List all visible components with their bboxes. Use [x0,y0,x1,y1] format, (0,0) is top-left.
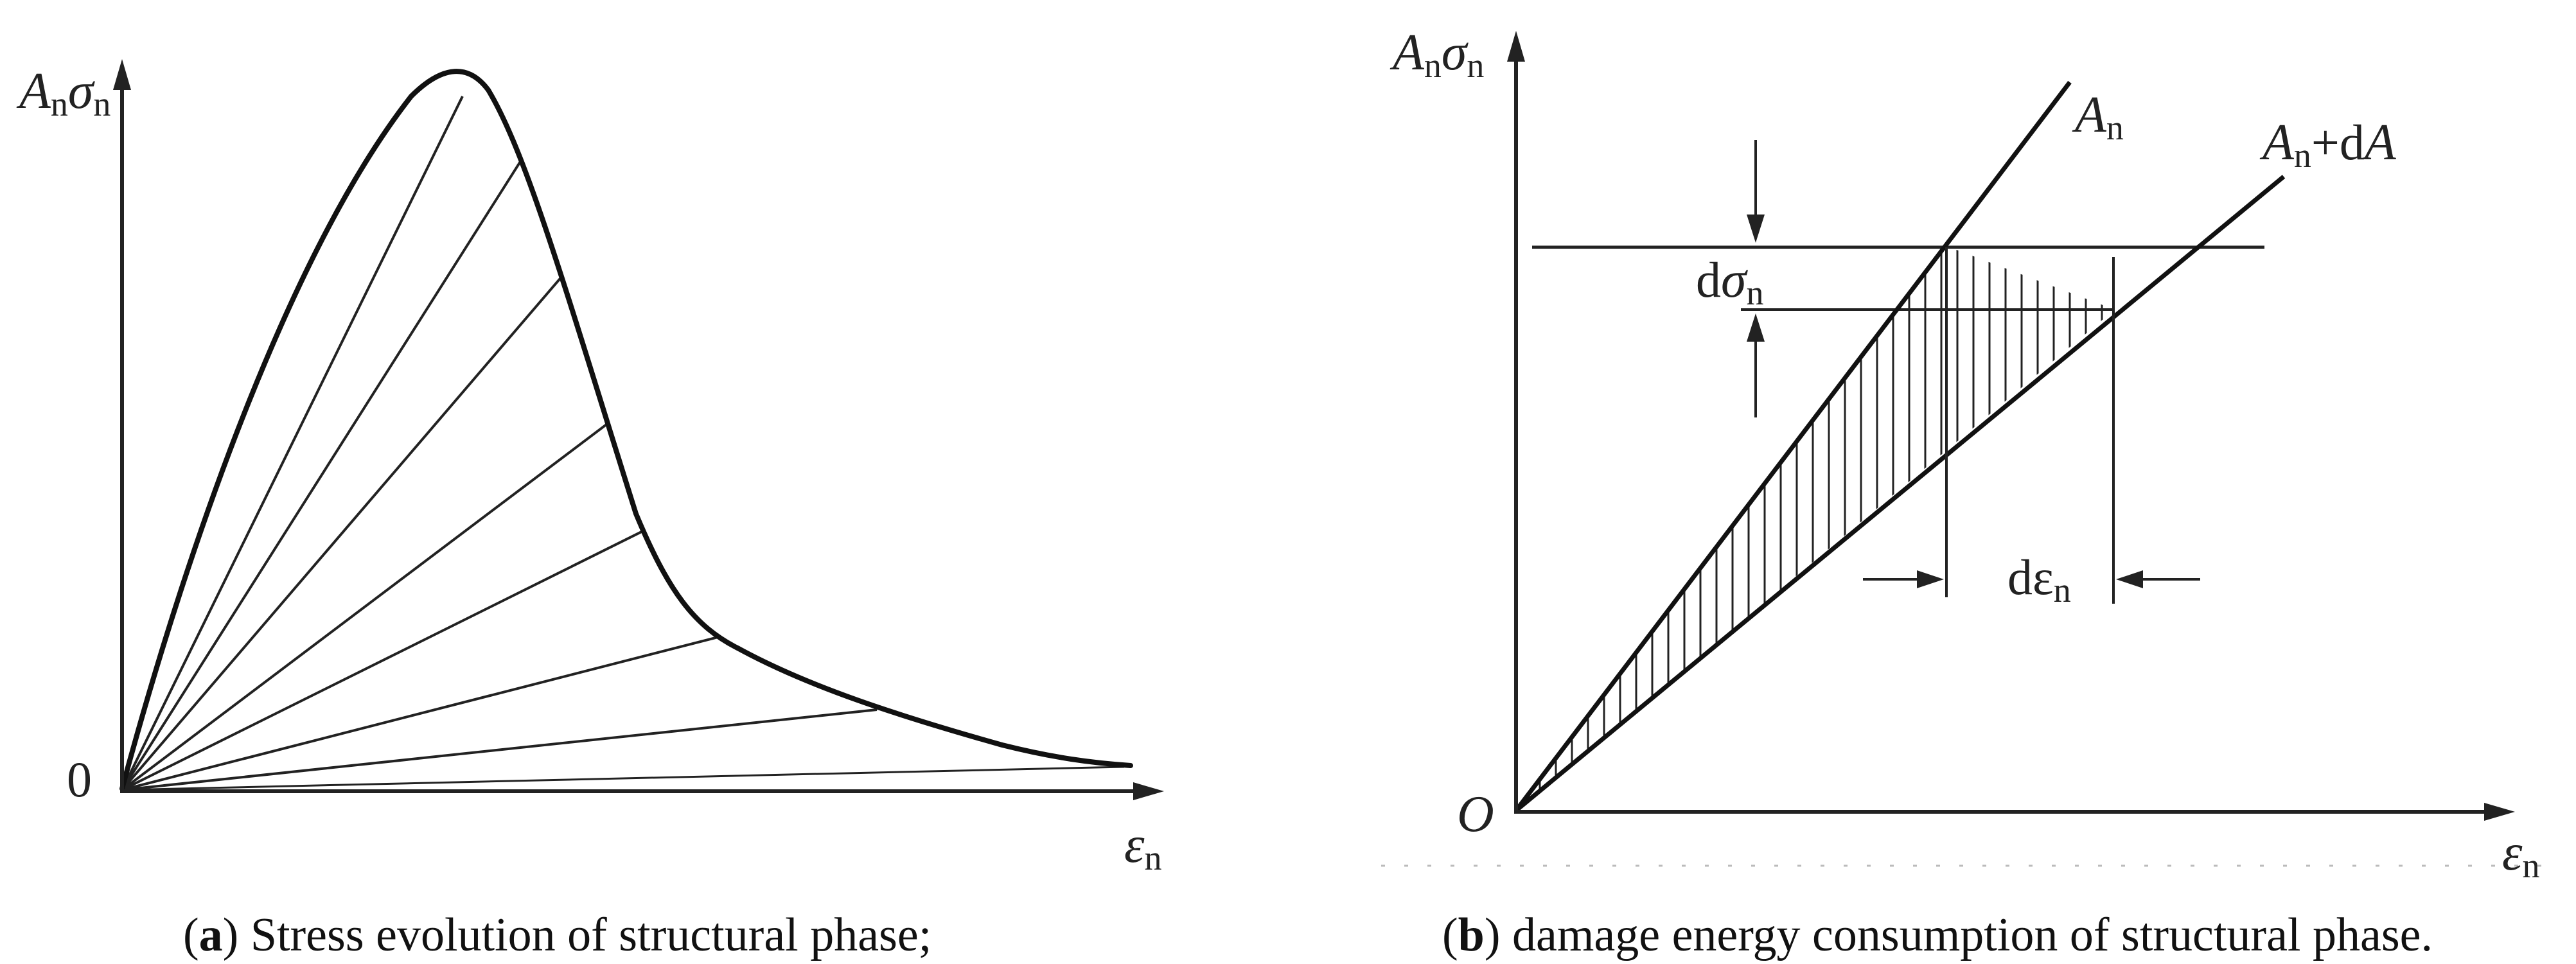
depsilon-left-arrowhead [1917,570,1944,588]
depsilon-right-arrowhead [2116,570,2143,588]
x-axis-label: εn [2502,825,2540,885]
y-axis-arrow [1507,31,1525,62]
line-a-n [1514,80,2072,812]
x-axis-arrow [1133,782,1164,800]
dsigma-bottom-arrowhead [1747,313,1765,342]
caption-b: (b) damage energy consumption of structu… [1442,909,2433,961]
origin-label: O [1457,786,1494,843]
y-axis-arrow [113,59,131,90]
dsigma-label: dσn [1696,252,1763,312]
hatch-region [1522,245,2103,811]
line-a-n-label: An [2072,87,2124,147]
radial-lines [122,96,1125,791]
y-axis-label: Anσn [1389,24,1484,85]
line-a-n-plus-da-label: An+dA [2259,114,2397,175]
panel-b: Anσn O εn An An+dA dσn dεn (b) damage en… [1381,24,2557,961]
x-axis-label: εn [1124,817,1162,877]
caption-a: (a) Stress evolution of structural phase… [183,909,931,961]
line-a-n-plus-da [1514,175,2286,812]
origin-label: 0 [67,751,92,807]
y-axis-label: Anσn [16,63,110,123]
dsigma-top-arrowhead [1747,215,1765,243]
x-axis-arrow [2484,803,2515,821]
panel-a: Anσn 0 εn (a) Stress evolution of struct… [16,59,1164,961]
stress-curve [119,69,1133,791]
depsilon-label: dεn [2007,549,2071,609]
